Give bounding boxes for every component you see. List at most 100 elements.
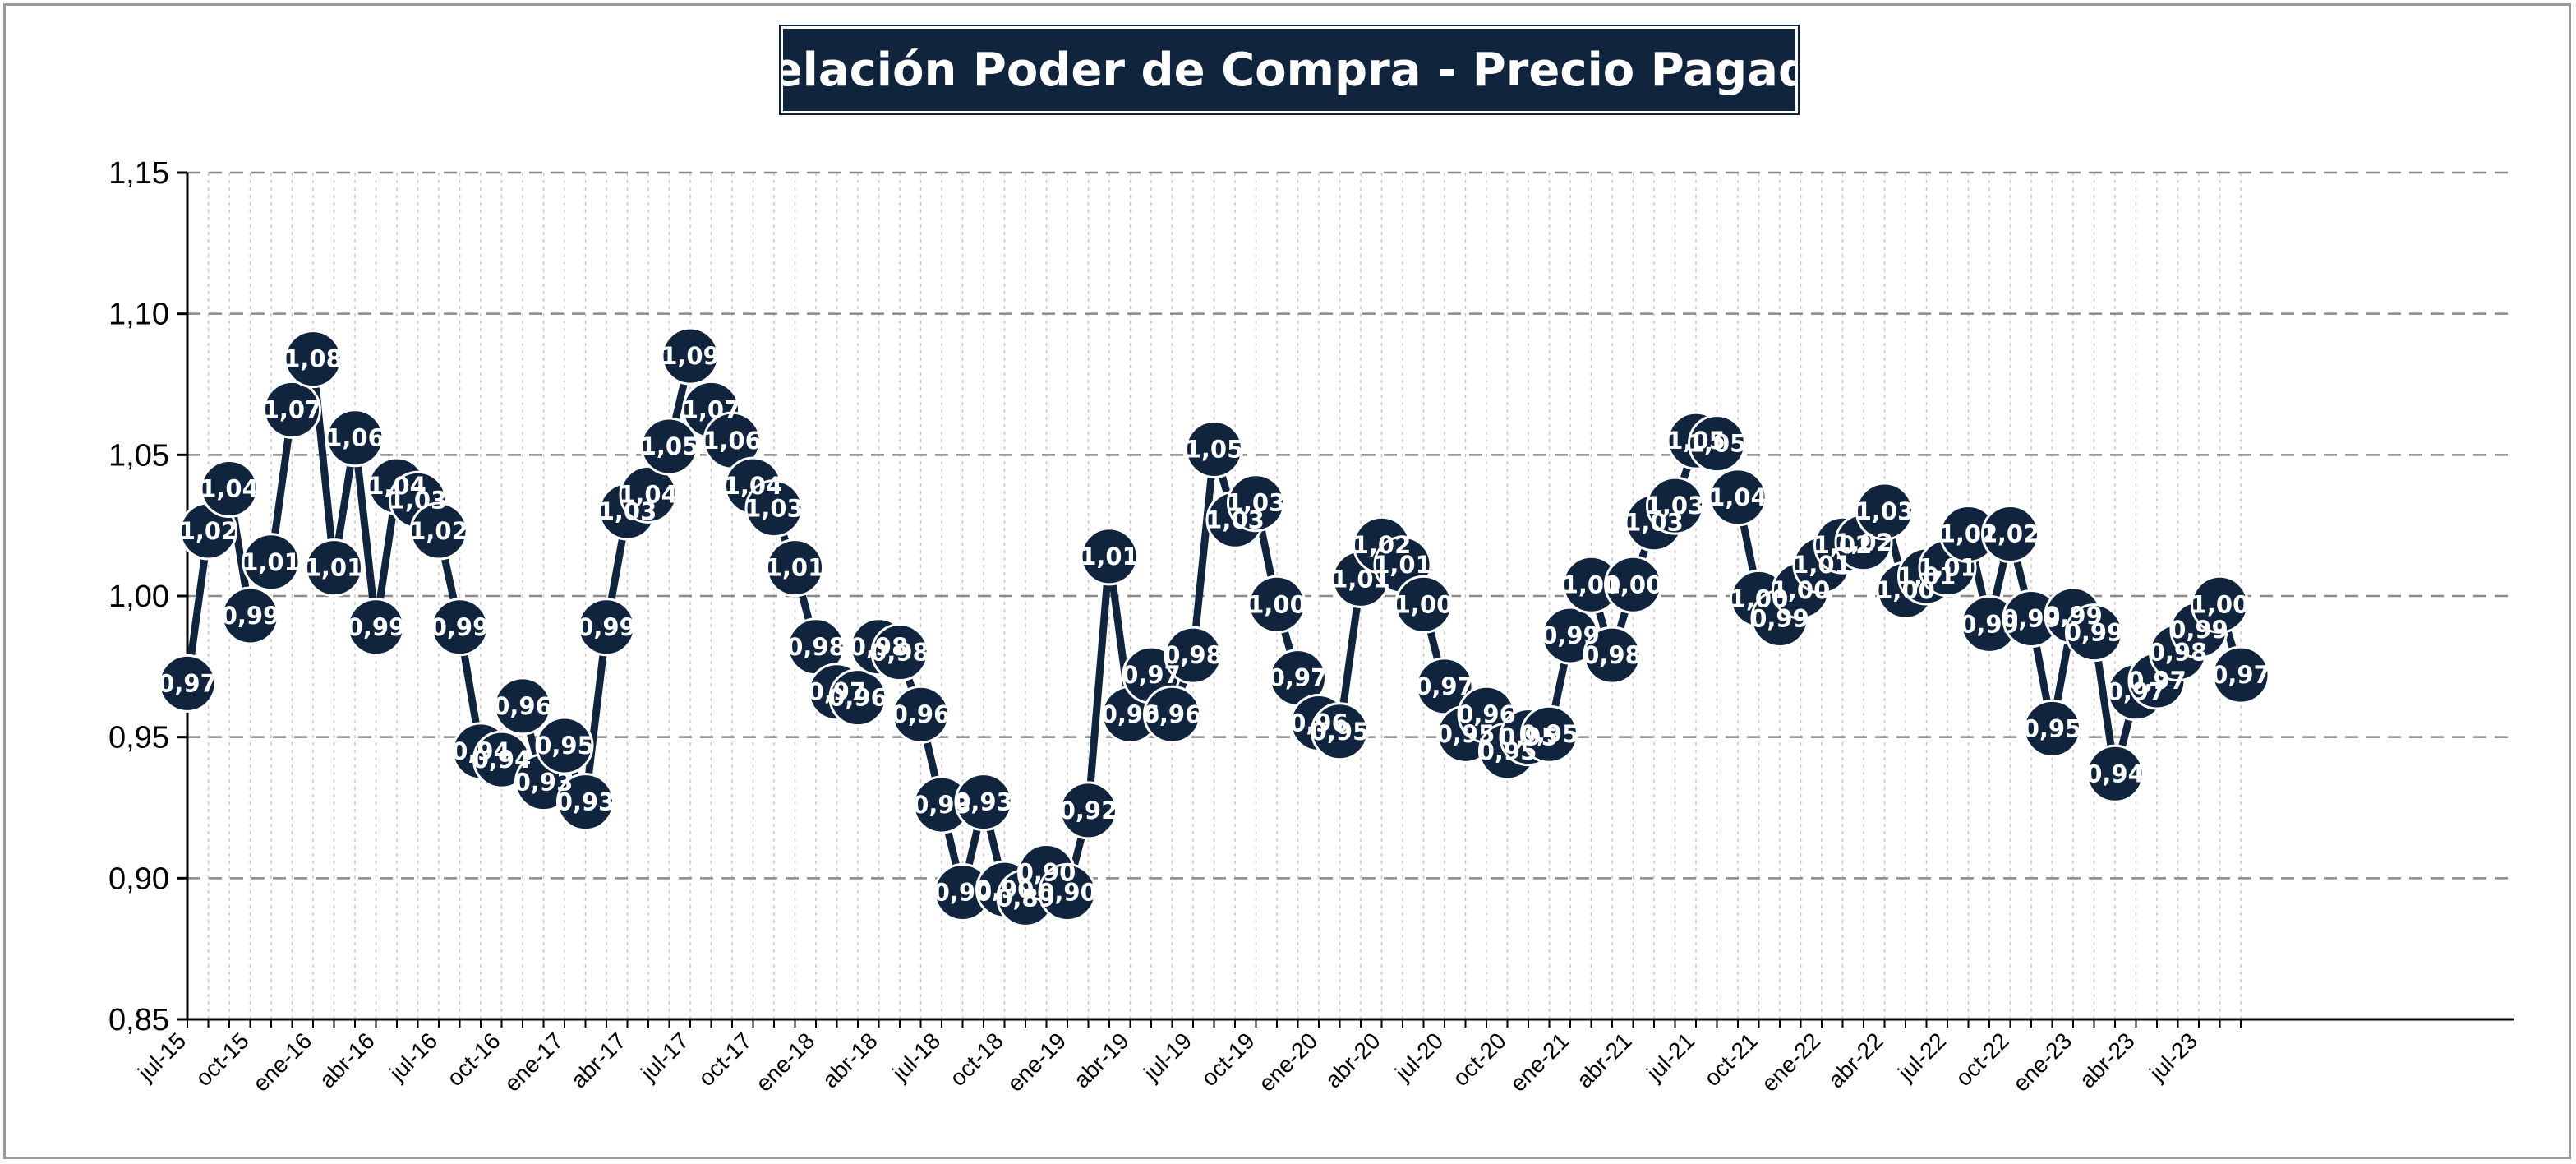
x-tick-label: jul-23 [2144,1028,2202,1086]
x-tick-label: abr-20 [1320,1028,1385,1092]
data-label: 1,00 [1730,584,1789,612]
data-point [1227,473,1285,533]
data-point [221,586,279,645]
data-label: 1,01 [1897,562,1956,590]
data-label: 0,94 [2085,760,2145,788]
data-point [661,326,720,386]
data-label: 0,99 [2065,619,2124,647]
x-tick-label: ene-23 [2008,1028,2077,1097]
data-label: 0,98 [786,633,846,661]
x-tick-label: jul-20 [1389,1028,1448,1086]
x-tick-label: abr-22 [1823,1028,1888,1092]
x-tick-label: abr-17 [566,1028,631,1092]
data-point [1646,476,1704,535]
x-tick-label: jul-19 [1138,1028,1196,1086]
y-tick-label: 1,05 [108,438,169,473]
x-tick-label: jul-18 [887,1028,945,1086]
data-point [766,538,824,598]
x-tick-label: abr-16 [315,1028,380,1092]
data-label: 0,99 [577,613,636,641]
data-label: 1,05 [1185,435,1244,463]
data-label: 1,04 [367,472,426,500]
data-point [954,773,1013,832]
x-tick-label: ene-19 [1002,1028,1071,1097]
data-label: 1,00 [1562,570,1621,598]
data-point [347,598,405,657]
x-tick-label: ene-17 [500,1028,569,1097]
data-point [431,598,489,657]
data-label: 1,03 [1205,506,1265,534]
x-tick-label: jul-16 [384,1028,442,1086]
x-tick-label: oct-19 [1196,1028,1260,1091]
data-point [1164,626,1223,685]
data-point [892,685,950,744]
data-point [556,773,615,832]
x-tick-label: abr-21 [1572,1028,1637,1092]
data-point [1520,704,1578,764]
data-label: 1,04 [1708,483,1767,511]
data-point [640,417,698,476]
data-label: 0,95 [2023,714,2082,742]
data-label: 0,97 [158,669,217,697]
data-point [493,677,552,736]
x-tick-label: oct-20 [1448,1028,1511,1091]
data-label: 0,90 [975,875,1035,903]
data-label: 1,02 [409,517,468,545]
data-label: 0,97 [808,678,867,706]
x-tick-label: oct-22 [1951,1028,2014,1091]
data-label: 0,99 [2002,604,2061,632]
data-label: 0,96 [1143,700,1202,728]
y-tick-label: 1,00 [108,580,169,614]
y-tick-label: 0,95 [108,721,169,755]
data-label: 1,09 [661,342,720,370]
data-label: 0,98 [2149,639,2208,667]
data-label: 1,05 [640,432,699,460]
data-label: 1,00 [1394,590,1454,618]
data-label: 1,04 [619,480,678,508]
data-label: 1,03 [1646,492,1705,520]
x-tick-label: jul-22 [1892,1028,1951,1086]
data-point [2211,645,2270,704]
data-label: 1,04 [200,475,259,503]
data-point [535,716,594,775]
data-point [1855,482,1914,541]
data-point [1080,527,1139,586]
data-label: 1,00 [2191,590,2250,618]
data-point [200,460,259,519]
data-point [828,668,887,728]
data-label: 1,03 [744,495,804,523]
data-label: 0,98 [1583,641,1642,669]
data-label: 1,01 [305,554,364,582]
x-tick-label: ene-16 [248,1028,317,1097]
data-label: 0,95 [1311,718,1370,746]
x-tick-label: jul-17 [635,1028,694,1086]
data-label: 0,89 [996,884,1055,912]
x-tick-label: abr-19 [1069,1028,1134,1092]
data-point [1583,626,1642,685]
data-point [1394,575,1453,634]
data-label: 0,99 [1541,621,1600,649]
y-tick-label: 1,10 [108,298,169,332]
data-label: 1,07 [682,395,741,423]
data-point [158,654,217,713]
data-label: 0,92 [1059,797,1118,824]
data-label: 1,01 [1792,551,1851,579]
y-tick-label: 0,85 [108,1003,169,1037]
data-label: 0,99 [1750,604,1809,632]
data-label: 0,95 [535,732,594,760]
data-point [1708,468,1767,527]
data-label: 1,08 [283,345,343,373]
chart-title: Relación Poder de Compra - Precio Pagado [735,43,1843,97]
data-point [242,533,301,592]
data-label: 1,02 [1939,520,1998,547]
data-label: 0,95 [1499,723,1558,751]
x-tick-label: abr-18 [818,1028,882,1092]
x-tick-label: oct-17 [694,1028,757,1091]
data-label: 0,98 [1164,641,1223,669]
data-label: 1,01 [1080,543,1139,570]
data-label: 1,05 [1666,427,1726,455]
data-point [409,501,468,561]
data-point [744,479,804,538]
